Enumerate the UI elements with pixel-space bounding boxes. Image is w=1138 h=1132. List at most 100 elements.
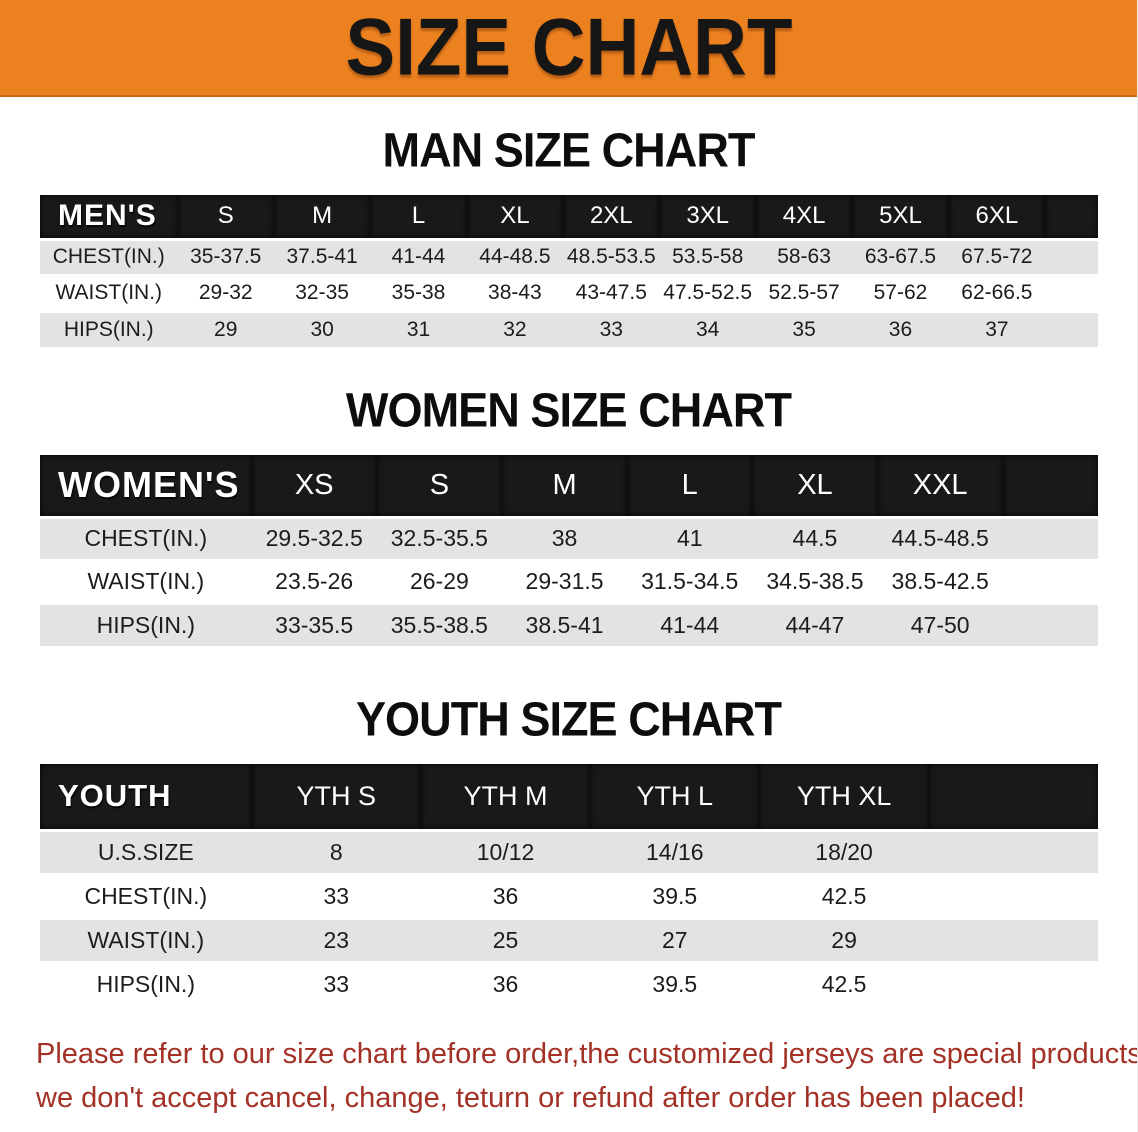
size-chart-banner: SIZE CHART bbox=[0, 0, 1137, 97]
size-column-header: 5XL bbox=[852, 195, 949, 241]
disclaimer-line-1: Please refer to our size chart before or… bbox=[36, 1038, 1138, 1070]
size-column-header: YTH M bbox=[420, 764, 591, 832]
size-value: 31.5-34.5 bbox=[627, 558, 753, 603]
table-spacer bbox=[928, 764, 1098, 832]
row-label: WAIST(IN.) bbox=[40, 558, 252, 603]
size-column-header: XL bbox=[752, 455, 878, 519]
measurement-row: HIPS(IN.) 33-35.5 35.5-38.5 38.5-41 41-44 44-… bbox=[40, 601, 1098, 646]
size-value: 44-48.5 bbox=[466, 237, 564, 275]
table-spacer bbox=[1002, 515, 1098, 560]
size-column-header: L bbox=[627, 455, 753, 519]
measurement-row: WAIST(IN.) 23 25 27 29 bbox=[40, 916, 1098, 962]
row-label: HIPS(IN.) bbox=[40, 309, 178, 347]
size-column-header: S bbox=[177, 195, 274, 241]
size-value: 53.5-58 bbox=[659, 237, 756, 275]
size-value: 67.5-72 bbox=[948, 237, 1046, 275]
women-size-table: WOMEN'S XS S M L XL XXL CHEST(IN.) 29.5-32.5 32.5… bbox=[40, 455, 1098, 646]
size-value: 47-50 bbox=[877, 601, 1003, 646]
size-value: 29-31.5 bbox=[501, 558, 628, 603]
size-value: 38 bbox=[501, 515, 628, 560]
measurement-row: U.S.SIZE 8 10/12 14/16 18/20 bbox=[40, 828, 1098, 874]
size-value: 35-38 bbox=[370, 273, 467, 311]
size-value: 38.5-42.5 bbox=[877, 558, 1003, 603]
size-value: 29.5-32.5 bbox=[251, 515, 377, 560]
row-label: HIPS(IN.) bbox=[40, 601, 252, 646]
size-value: 39.5 bbox=[590, 872, 760, 918]
disclaimer: Please refer to our size chart before or… bbox=[0, 1032, 1137, 1120]
size-value: 30 bbox=[273, 309, 371, 347]
size-column-header: XXL bbox=[877, 455, 1003, 519]
size-column-header: YTH XL bbox=[759, 764, 929, 832]
size-value: 29-32 bbox=[177, 273, 274, 311]
table-spacer bbox=[1045, 195, 1098, 241]
size-value: 38-43 bbox=[466, 273, 564, 311]
row-label: WAIST(IN.) bbox=[40, 273, 178, 311]
size-value: 52.5-57 bbox=[755, 273, 853, 311]
size-value: 43-47.5 bbox=[563, 273, 660, 311]
size-value: 42.5 bbox=[759, 872, 929, 918]
size-value: 8 bbox=[251, 828, 421, 874]
size-value: 58-63 bbox=[755, 237, 853, 275]
row-label: U.S.SIZE bbox=[40, 828, 252, 874]
measurement-row: WAIST(IN.) 29-32 32-35 35-38 38-43 43-47.5 47.… bbox=[40, 273, 1098, 311]
size-column-header: 4XL bbox=[755, 195, 853, 241]
table-spacer bbox=[1045, 237, 1098, 275]
size-value: 44.5 bbox=[752, 515, 878, 560]
size-value: 34 bbox=[659, 309, 756, 347]
size-value: 35.5-38.5 bbox=[376, 601, 502, 646]
table-header-label: MEN'S bbox=[40, 195, 178, 241]
size-value: 29 bbox=[177, 309, 274, 347]
table-header-row: YOUTH YTH S YTH M YTH L YTH XL bbox=[40, 764, 1098, 832]
youth-size-table: YOUTH YTH S YTH M YTH L YTH XL U.S.SIZE 8 10/12… bbox=[40, 764, 1098, 1006]
table-spacer bbox=[1002, 455, 1098, 519]
size-value: 57-62 bbox=[852, 273, 949, 311]
size-value: 36 bbox=[420, 960, 591, 1006]
size-value: 37.5-41 bbox=[273, 237, 371, 275]
measurement-row: CHEST(IN.) 33 36 39.5 42.5 bbox=[40, 872, 1098, 918]
table-spacer bbox=[928, 828, 1098, 874]
size-value: 37 bbox=[948, 309, 1046, 347]
size-value: 63-67.5 bbox=[852, 237, 949, 275]
size-value: 33 bbox=[563, 309, 660, 347]
measurement-row: HIPS(IN.) 29 30 31 32 33 34 35 36 37 bbox=[40, 309, 1098, 347]
size-value: 41-44 bbox=[627, 601, 753, 646]
size-value: 14/16 bbox=[590, 828, 760, 874]
measurement-row: WAIST(IN.) 23.5-26 26-29 29-31.5 31.5-34.5 34… bbox=[40, 558, 1098, 603]
size-value: 27 bbox=[590, 916, 760, 962]
row-label: HIPS(IN.) bbox=[40, 960, 252, 1006]
row-label: CHEST(IN.) bbox=[40, 515, 252, 560]
size-value: 48.5-53.5 bbox=[563, 237, 660, 275]
size-value: 42.5 bbox=[759, 960, 929, 1006]
measurement-row: CHEST(IN.) 29.5-32.5 32.5-35.5 38 41 44.5 44.5… bbox=[40, 515, 1098, 560]
table-spacer bbox=[1002, 558, 1098, 603]
size-value: 36 bbox=[420, 872, 591, 918]
section-title-women: WOMEN SIZE CHART bbox=[345, 382, 792, 438]
size-value: 34.5-38.5 bbox=[752, 558, 878, 603]
size-value: 41 bbox=[627, 515, 753, 560]
table-header-row: WOMEN'S XS S M L XL XXL bbox=[40, 455, 1098, 519]
size-value: 10/12 bbox=[420, 828, 591, 874]
size-value: 32 bbox=[466, 309, 564, 347]
size-value: 33 bbox=[251, 872, 421, 918]
size-value: 26-29 bbox=[376, 558, 502, 603]
table-spacer bbox=[1045, 273, 1098, 311]
size-value: 23.5-26 bbox=[251, 558, 377, 603]
size-column-header: M bbox=[273, 195, 371, 241]
row-label: CHEST(IN.) bbox=[40, 872, 252, 918]
size-column-header: L bbox=[370, 195, 467, 241]
size-column-header: 3XL bbox=[659, 195, 756, 241]
table-header-label: YOUTH bbox=[40, 764, 252, 832]
size-value: 36 bbox=[852, 309, 949, 347]
table-spacer bbox=[928, 872, 1098, 918]
size-value: 62-66.5 bbox=[948, 273, 1046, 311]
men-size-table: MEN'S S M L XL 2XL 3XL 4XL 5XL 6XL CHEST(IN.) 35-37… bbox=[40, 195, 1098, 347]
table-header-row: MEN'S S M L XL 2XL 3XL 4XL 5XL 6XL bbox=[40, 195, 1098, 241]
size-value: 33 bbox=[251, 960, 421, 1006]
size-value: 25 bbox=[420, 916, 591, 962]
table-header-label: WOMEN'S bbox=[40, 455, 252, 519]
measurement-row: CHEST(IN.) 35-37.5 37.5-41 41-44 44-48.5 48.5… bbox=[40, 237, 1098, 275]
size-column-header: XS bbox=[251, 455, 377, 519]
size-column-header: 2XL bbox=[563, 195, 660, 241]
table-spacer bbox=[928, 916, 1098, 962]
size-value: 39.5 bbox=[590, 960, 760, 1006]
